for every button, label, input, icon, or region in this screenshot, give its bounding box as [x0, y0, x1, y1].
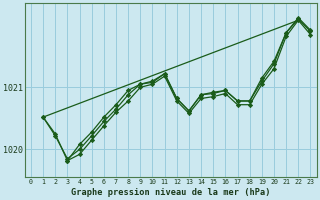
X-axis label: Graphe pression niveau de la mer (hPa): Graphe pression niveau de la mer (hPa)	[71, 188, 270, 197]
